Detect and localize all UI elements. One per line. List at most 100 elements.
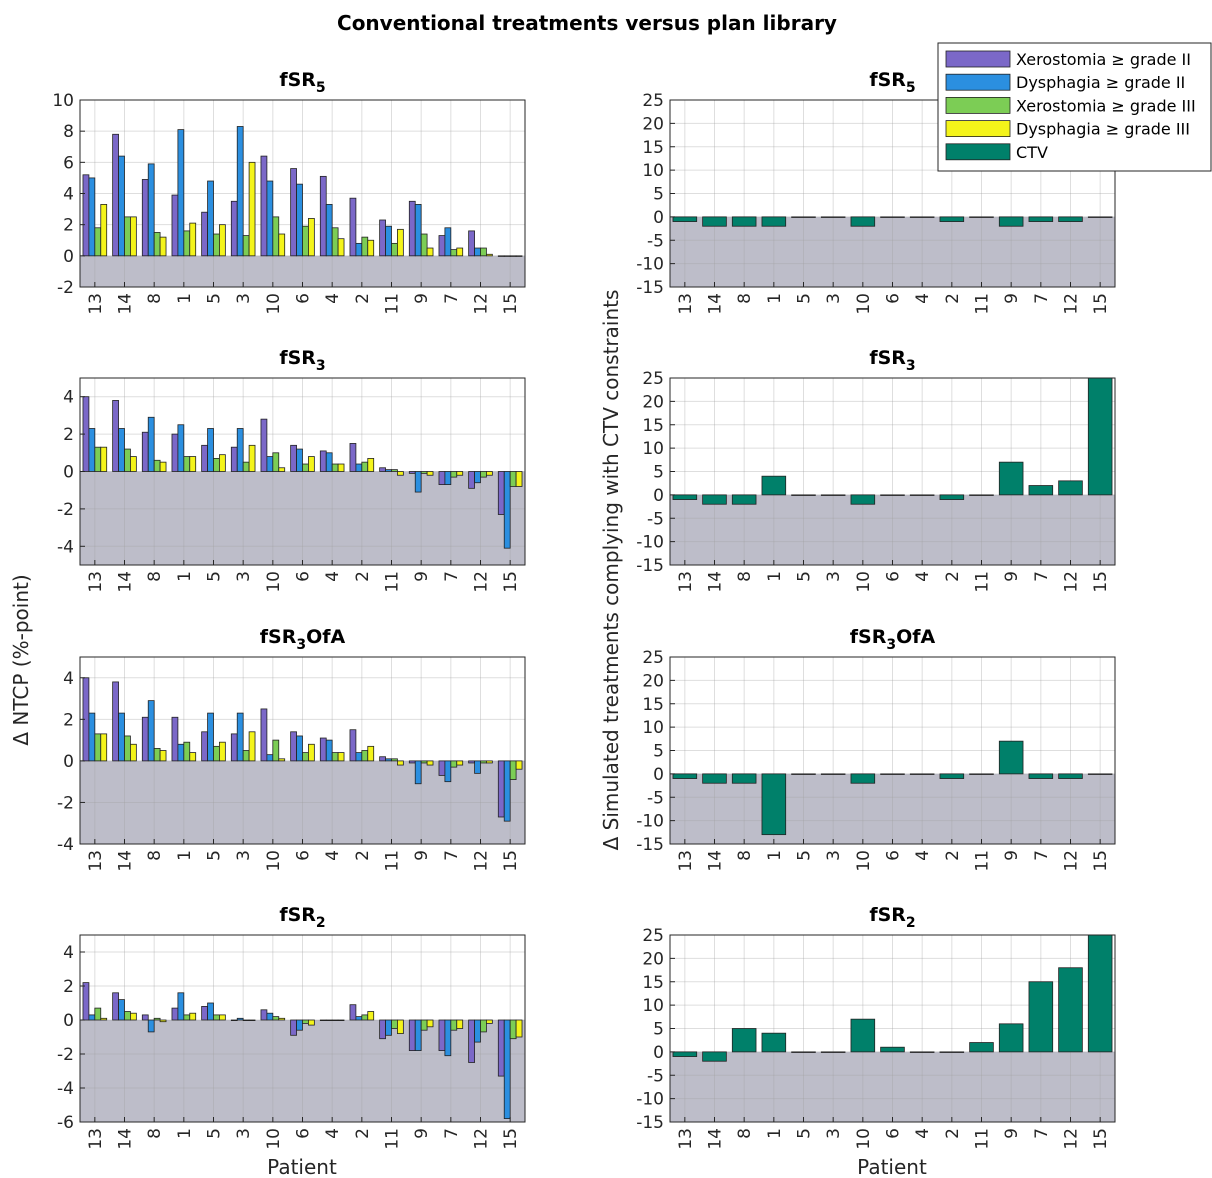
y-tick-label: -2 (57, 1045, 74, 1065)
bar (355, 752, 363, 762)
bar (969, 1042, 994, 1053)
legend-entry: Dysphagia ≥ grade II (945, 73, 1185, 92)
x-tick-label: 13 (676, 1128, 696, 1150)
chart-title: fSR3OfA (260, 626, 346, 653)
bar (391, 469, 398, 472)
bar (272, 739, 280, 762)
y-tick-label: 10 (642, 439, 664, 459)
bar (171, 433, 179, 472)
bar (731, 216, 757, 227)
bar (207, 180, 214, 257)
bar (248, 444, 256, 472)
bar (414, 760, 422, 785)
bar (1058, 967, 1083, 1053)
right-x-axis-label: Patient (857, 1155, 927, 1178)
bar (850, 216, 876, 227)
bar (909, 216, 935, 218)
bar (296, 735, 303, 762)
bar (486, 253, 493, 257)
bar (130, 456, 137, 472)
x-tick-label: 15 (501, 571, 521, 593)
bar (189, 456, 197, 472)
bar (219, 741, 226, 762)
legend-entry: Dysphagia ≥ grade III (945, 120, 1190, 139)
x-tick-label: 12 (1062, 293, 1082, 315)
bar (468, 760, 475, 764)
figure-title: Conventional treatments versus plan libr… (337, 11, 837, 35)
x-tick-label: 12 (1062, 850, 1082, 872)
gridlines (670, 377, 1115, 566)
left-x-axis-label: Patient (267, 1155, 337, 1178)
bar (880, 773, 905, 775)
y-tick-label: -2 (57, 793, 74, 813)
bar (278, 467, 286, 472)
bar (761, 773, 787, 836)
bar (515, 471, 523, 487)
bar (909, 773, 935, 775)
bar (242, 461, 250, 472)
y-tick-label: -15 (636, 835, 664, 855)
x-tick-label: 6 (294, 850, 314, 861)
bar (791, 494, 816, 496)
x-tick-label: 6 (884, 850, 904, 861)
bar (486, 471, 493, 476)
bar (998, 461, 1024, 496)
bar (112, 992, 119, 1021)
bar (260, 155, 268, 257)
bar (761, 1032, 787, 1053)
x-tick-label: 7 (442, 571, 462, 582)
x-tick-label: 15 (1091, 571, 1111, 593)
bar (509, 255, 517, 257)
x-tick-label: 8 (145, 850, 165, 861)
bar (331, 227, 339, 257)
y-tick-label: 0 (653, 486, 664, 506)
x-tick-label: 5 (795, 850, 815, 861)
bar (515, 760, 523, 770)
series-0 (672, 216, 1113, 227)
legend-label: Xerostomia ≥ grade III (1016, 96, 1196, 115)
bar (480, 471, 487, 478)
bar (290, 444, 297, 472)
x-tick-label: 7 (442, 850, 462, 861)
x-tick-label: 4 (323, 850, 343, 861)
y-tick-label: -15 (636, 1113, 664, 1133)
bar (969, 773, 994, 775)
bar (124, 448, 131, 472)
x-tick-label: 5 (795, 571, 815, 582)
bar (450, 1019, 458, 1031)
x-tick-label: 3 (234, 571, 254, 582)
bar (850, 494, 876, 505)
x-tick-label: 6 (884, 293, 904, 304)
bar (385, 758, 392, 762)
x-tick-label: 4 (913, 850, 933, 861)
x-tick-label: 10 (854, 571, 874, 593)
y-tick-label: 15 (642, 416, 664, 436)
bar (159, 750, 167, 762)
bar (426, 247, 434, 257)
x-tick-label: 13 (676, 571, 696, 593)
bar (385, 225, 392, 257)
bar (147, 700, 155, 762)
bar (272, 216, 280, 257)
y-tick-label: 2 (63, 425, 74, 445)
bar (672, 1051, 698, 1057)
bar (183, 741, 191, 762)
bar (480, 1019, 487, 1033)
x-tick-label: 4 (913, 293, 933, 304)
x-tick-label: 8 (145, 1128, 165, 1139)
x-tick-label: 5 (795, 1128, 815, 1139)
bar (290, 731, 297, 762)
x-tick-label: 14 (706, 850, 726, 872)
bar (177, 129, 185, 257)
y-tick-label: -10 (636, 1090, 664, 1110)
bar (355, 463, 363, 472)
x-tick-label: 4 (913, 571, 933, 582)
x-tick-label: 2 (353, 571, 373, 582)
x-tick-label: 2 (943, 1128, 963, 1139)
legend-label: Xerostomia ≥ grade II (1016, 50, 1191, 69)
bar (414, 1019, 422, 1052)
series-2 (94, 216, 517, 257)
x-tick-label: 5 (205, 1128, 225, 1139)
